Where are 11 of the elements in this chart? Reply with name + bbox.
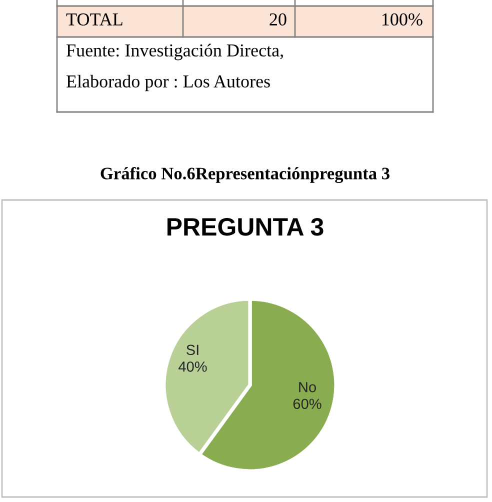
slice-label: SI <box>186 344 198 356</box>
chart-title: PREGUNTA 3 <box>167 218 324 236</box>
text: 100% <box>382 13 422 26</box>
slice-label: No <box>299 382 316 392</box>
text: 20 <box>270 13 286 26</box>
text: Gráfico No.6Representaciónpregunta 3 <box>100 166 390 184</box>
data-label: 60% <box>293 398 322 410</box>
data-label: 40% <box>178 361 207 372</box>
source-note: Fuente: Investigación Directa, <box>66 44 283 60</box>
text: Elaborado por : Los Autores <box>66 74 270 92</box>
text: TOTAL <box>66 13 122 26</box>
